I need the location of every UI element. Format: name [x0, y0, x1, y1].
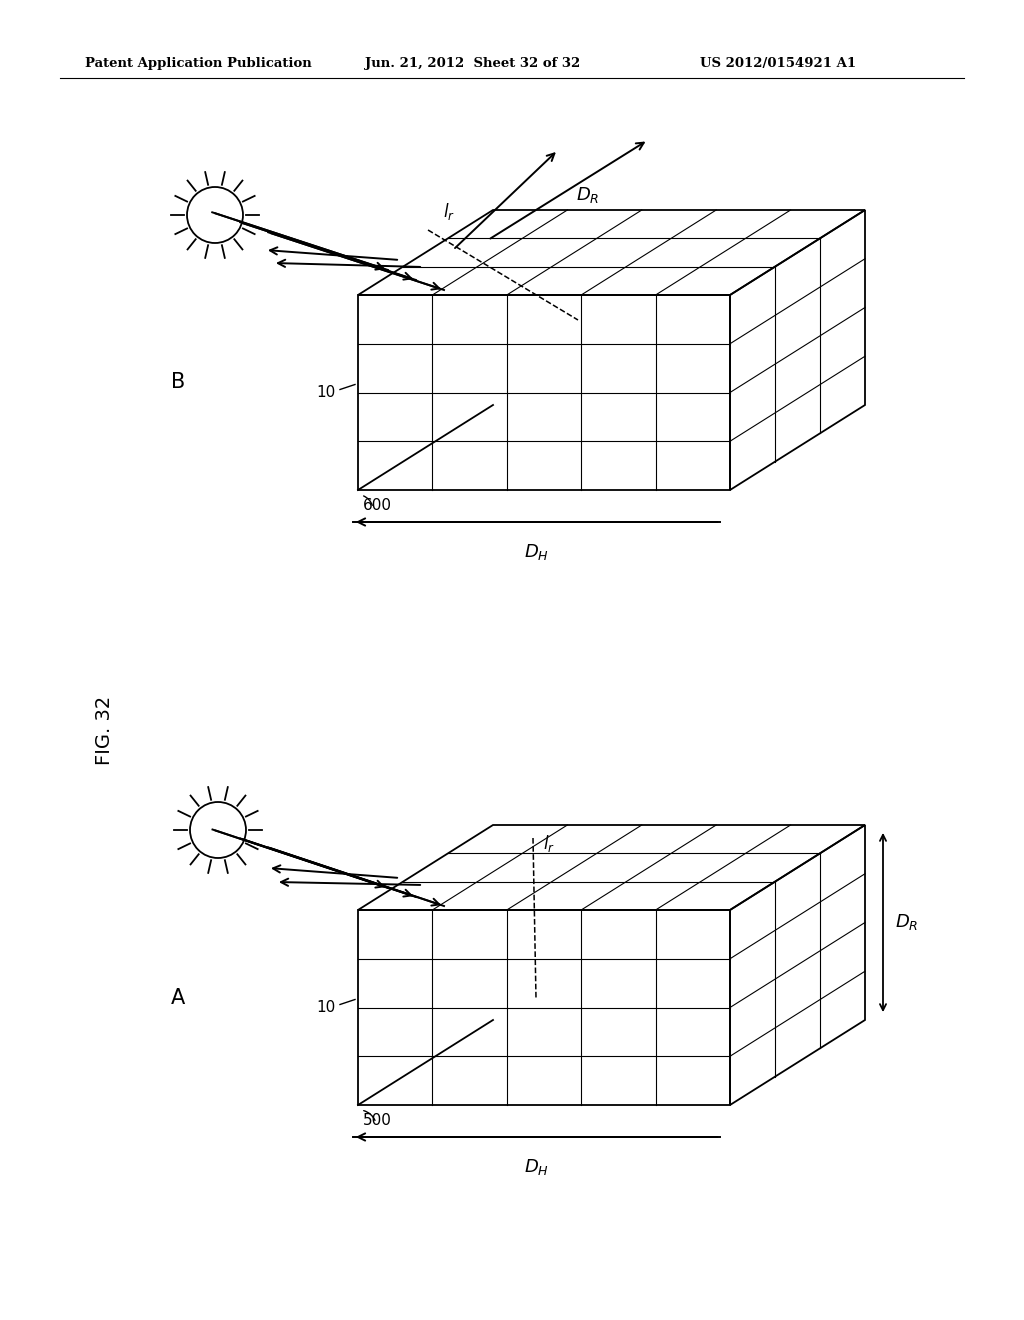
Text: $l_r$: $l_r$ [543, 833, 555, 854]
Text: 500: 500 [362, 1113, 392, 1129]
Text: US 2012/0154921 A1: US 2012/0154921 A1 [700, 57, 856, 70]
Text: $D_H$: $D_H$ [524, 1158, 549, 1177]
Text: B: B [171, 372, 185, 392]
Text: FIG. 32: FIG. 32 [95, 696, 115, 764]
Text: Patent Application Publication: Patent Application Publication [85, 57, 311, 70]
Text: $D_R$: $D_R$ [575, 185, 599, 205]
Text: Jun. 21, 2012  Sheet 32 of 32: Jun. 21, 2012 Sheet 32 of 32 [365, 57, 581, 70]
Text: A: A [171, 987, 185, 1007]
Text: 10: 10 [316, 385, 336, 400]
Text: 10: 10 [316, 1001, 336, 1015]
Text: $l_r$: $l_r$ [443, 201, 455, 222]
Text: 600: 600 [362, 498, 392, 513]
Text: $D_R$: $D_R$ [895, 912, 919, 932]
Text: $D_H$: $D_H$ [524, 543, 549, 562]
